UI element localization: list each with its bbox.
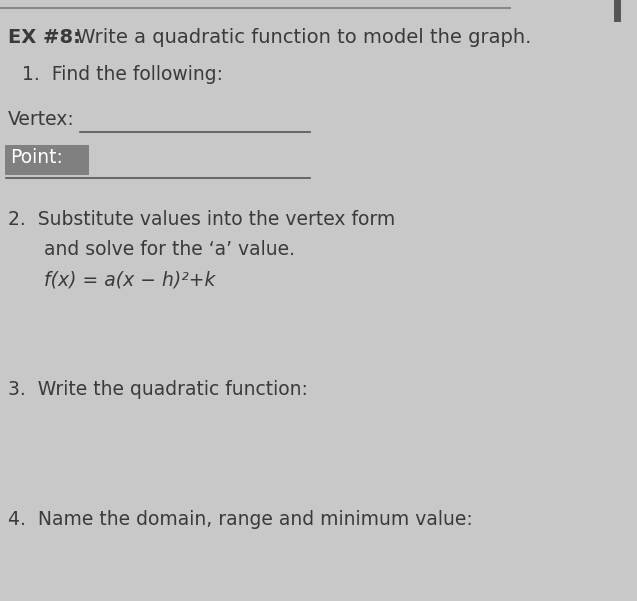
Text: 3.  Write the quadratic function:: 3. Write the quadratic function: [8,380,308,399]
Text: and solve for the ‘a’ value.: and solve for the ‘a’ value. [8,240,295,259]
Text: 4.  Name the domain, range and minimum value:: 4. Name the domain, range and minimum va… [8,510,473,529]
Text: Vertex:: Vertex: [8,110,75,129]
Text: f(x) = a(x − h)²+k: f(x) = a(x − h)²+k [8,270,215,289]
Text: Write a quadratic function to model the graph.: Write a quadratic function to model the … [70,28,531,47]
Text: EX #8:: EX #8: [8,28,81,47]
Text: 2.  Substitute values into the vertex form: 2. Substitute values into the vertex for… [8,210,395,229]
Text: Point:: Point: [10,148,63,167]
FancyBboxPatch shape [5,145,89,175]
Text: 1.  Find the following:: 1. Find the following: [22,65,223,84]
